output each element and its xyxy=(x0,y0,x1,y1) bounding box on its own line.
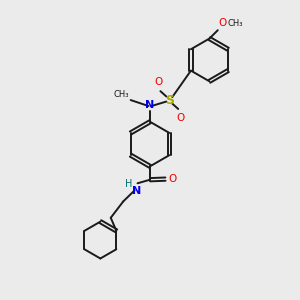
Text: O: O xyxy=(168,174,177,184)
Text: N: N xyxy=(132,186,141,196)
Text: N: N xyxy=(146,100,154,110)
Text: O: O xyxy=(218,18,226,28)
Text: S: S xyxy=(165,94,174,106)
Text: H: H xyxy=(125,179,132,189)
Text: O: O xyxy=(154,77,162,87)
Text: CH₃: CH₃ xyxy=(228,19,243,28)
Text: CH₃: CH₃ xyxy=(114,90,129,99)
Text: O: O xyxy=(176,112,185,123)
